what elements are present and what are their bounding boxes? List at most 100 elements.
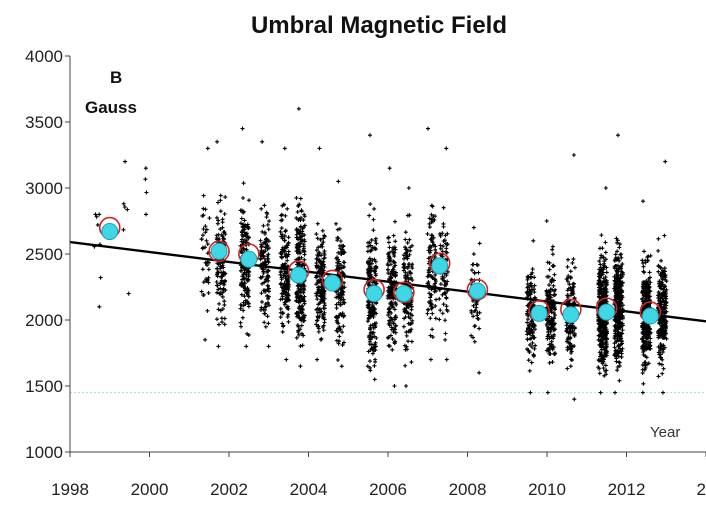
- data-point: [299, 284, 304, 289]
- data-point: [262, 230, 267, 235]
- data-point: [296, 261, 301, 266]
- data-point: [429, 306, 434, 311]
- reference-circle: [393, 281, 415, 304]
- data-point: [599, 268, 604, 273]
- data-point: [242, 288, 247, 293]
- data-point: [404, 333, 409, 338]
- data-point: [660, 371, 665, 376]
- data-point: [565, 288, 570, 293]
- data-point: [644, 298, 649, 303]
- data-point: [222, 302, 227, 307]
- data-point: [265, 287, 270, 292]
- data-point: [316, 250, 321, 255]
- data-point: [203, 230, 208, 235]
- data-point: [206, 275, 211, 280]
- data-point: [214, 215, 219, 220]
- data-point: [600, 272, 605, 277]
- x-tick-label: 2004: [290, 480, 328, 499]
- data-point: [550, 277, 555, 282]
- data-point: [570, 344, 575, 349]
- data-point: [598, 324, 603, 329]
- data-point: [97, 212, 102, 217]
- data-point: [296, 237, 300, 242]
- data-point: [295, 284, 300, 289]
- data-point: [245, 293, 250, 298]
- data-point: [387, 319, 392, 324]
- data-point: [266, 273, 271, 278]
- data-point: [471, 262, 476, 267]
- data-point: [644, 344, 649, 349]
- x-tick-label: 2010: [528, 480, 566, 499]
- data-point: [314, 263, 319, 268]
- data-point: [240, 315, 245, 320]
- data-point: [299, 323, 304, 328]
- data-point: [368, 202, 373, 207]
- data-point: [367, 213, 372, 218]
- data-point: [646, 334, 651, 339]
- data-point: [266, 321, 271, 326]
- data-point: [603, 333, 608, 338]
- data-point: [437, 231, 442, 236]
- data-point: [282, 282, 287, 287]
- data-point: [280, 217, 285, 222]
- data-point: [431, 214, 436, 219]
- data-point: [433, 303, 438, 308]
- yearly-mean-point: [530, 304, 548, 322]
- data-point: [279, 255, 284, 260]
- data-point: [547, 360, 552, 365]
- data-point: [296, 298, 301, 303]
- data-point: [657, 281, 662, 286]
- data-point: [339, 364, 344, 369]
- data-point: [569, 357, 574, 362]
- data-point: [546, 348, 551, 353]
- data-point: [553, 327, 558, 332]
- data-point: [368, 269, 373, 274]
- data-point: [221, 288, 226, 293]
- data-point: [444, 304, 449, 309]
- data-point: [660, 329, 665, 334]
- data-point: [222, 299, 227, 304]
- data-point: [244, 273, 249, 277]
- data-point: [262, 288, 267, 293]
- data-point: [612, 324, 617, 329]
- data-point: [369, 237, 374, 242]
- data-point: [319, 242, 324, 247]
- data-point: [218, 308, 223, 313]
- data-point: [297, 231, 302, 236]
- data-point: [603, 292, 608, 297]
- data-point: [214, 233, 219, 238]
- data-point: [403, 237, 408, 242]
- data-point: [431, 242, 436, 247]
- data-point: [123, 159, 128, 164]
- data-point: [318, 299, 323, 304]
- data-point: [566, 336, 571, 341]
- data-point: [613, 315, 618, 320]
- data-point: [642, 293, 647, 298]
- data-point: [643, 281, 648, 286]
- data-point: [656, 236, 661, 241]
- data-point: [262, 305, 267, 310]
- data-point: [529, 319, 534, 324]
- data-point: [407, 213, 412, 218]
- data-point: [221, 236, 226, 241]
- data-point: [615, 240, 620, 245]
- data-point: [565, 279, 570, 284]
- data-point: [95, 222, 100, 227]
- data-point: [314, 232, 319, 237]
- data-point: [279, 281, 284, 286]
- data-point: [597, 259, 602, 264]
- data-point: [281, 273, 286, 278]
- data-point: [218, 198, 223, 203]
- data-point: [388, 262, 393, 267]
- data-point: [335, 227, 340, 232]
- data-point: [664, 287, 669, 292]
- data-point: [220, 220, 225, 225]
- data-point: [444, 273, 449, 278]
- data-point: [527, 331, 532, 336]
- data-point: [604, 289, 609, 294]
- data-point: [445, 269, 450, 274]
- data-point: [389, 325, 394, 330]
- data-point: [279, 269, 284, 274]
- data-point: [525, 332, 530, 337]
- data-point: [601, 336, 606, 341]
